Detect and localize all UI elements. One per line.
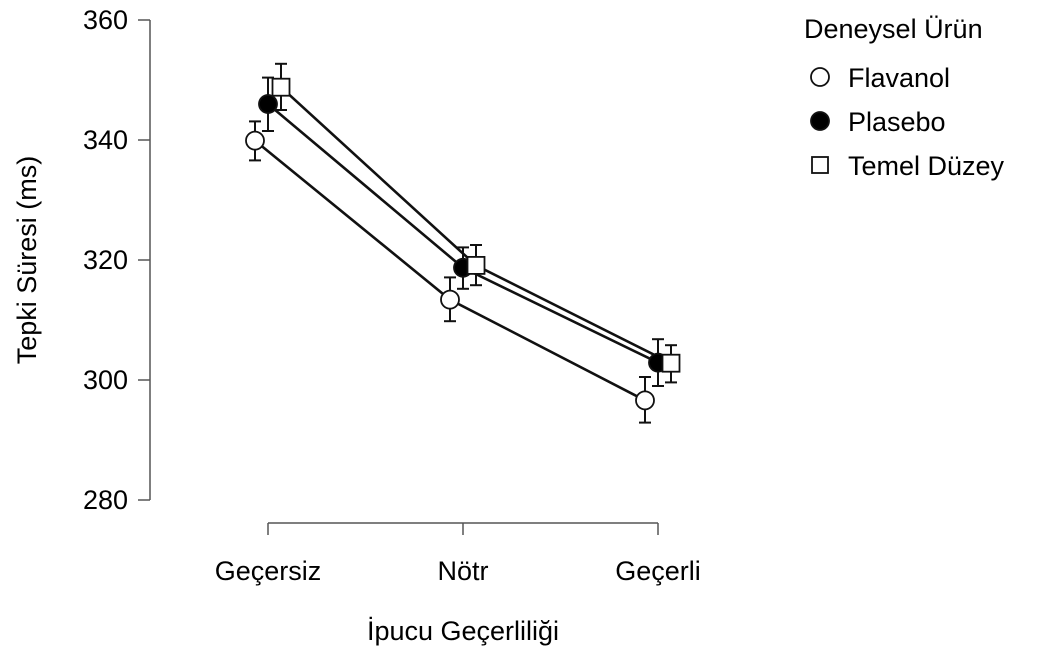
legend-marker [811, 156, 829, 174]
legend: Flavanol Plasebo Temel Düzey [810, 63, 1005, 181]
y-tick-label: 300 [83, 365, 128, 395]
data-point [258, 94, 278, 114]
data-point [661, 353, 681, 373]
series-layer [245, 62, 681, 424]
legend-label: Temel Düzey [848, 151, 1005, 181]
data-point [440, 289, 460, 310]
legend-marker [810, 111, 830, 131]
legend-marker [810, 67, 830, 87]
x-tick-label: Nötr [437, 556, 488, 586]
y-tick-label: 320 [83, 245, 128, 275]
x-tick-label: Geçersiz [215, 556, 322, 586]
y-tick-label: 280 [83, 485, 128, 515]
series-line-0 [254, 139, 646, 402]
data-point [466, 255, 486, 275]
y-tick-label: 360 [83, 5, 128, 35]
axes: 280 300 320 340 360 Geçersiz Nötr Geçerli [83, 5, 701, 586]
x-axis-title: İpucu Geçerliliği [367, 615, 559, 646]
y-tick-label: 340 [83, 125, 128, 155]
data-point [635, 390, 655, 411]
y-axis-title: Tepki Süresi (ms) [12, 156, 42, 365]
legend-title: Deneysel Ürün [804, 14, 983, 44]
legend-label: Plasebo [848, 107, 946, 137]
legend-label: Flavanol [848, 63, 950, 93]
series-line-2 [280, 86, 672, 365]
x-tick-label: Geçerli [615, 556, 701, 586]
data-point [271, 77, 291, 97]
series-line-1 [267, 103, 659, 364]
data-point [245, 130, 265, 151]
